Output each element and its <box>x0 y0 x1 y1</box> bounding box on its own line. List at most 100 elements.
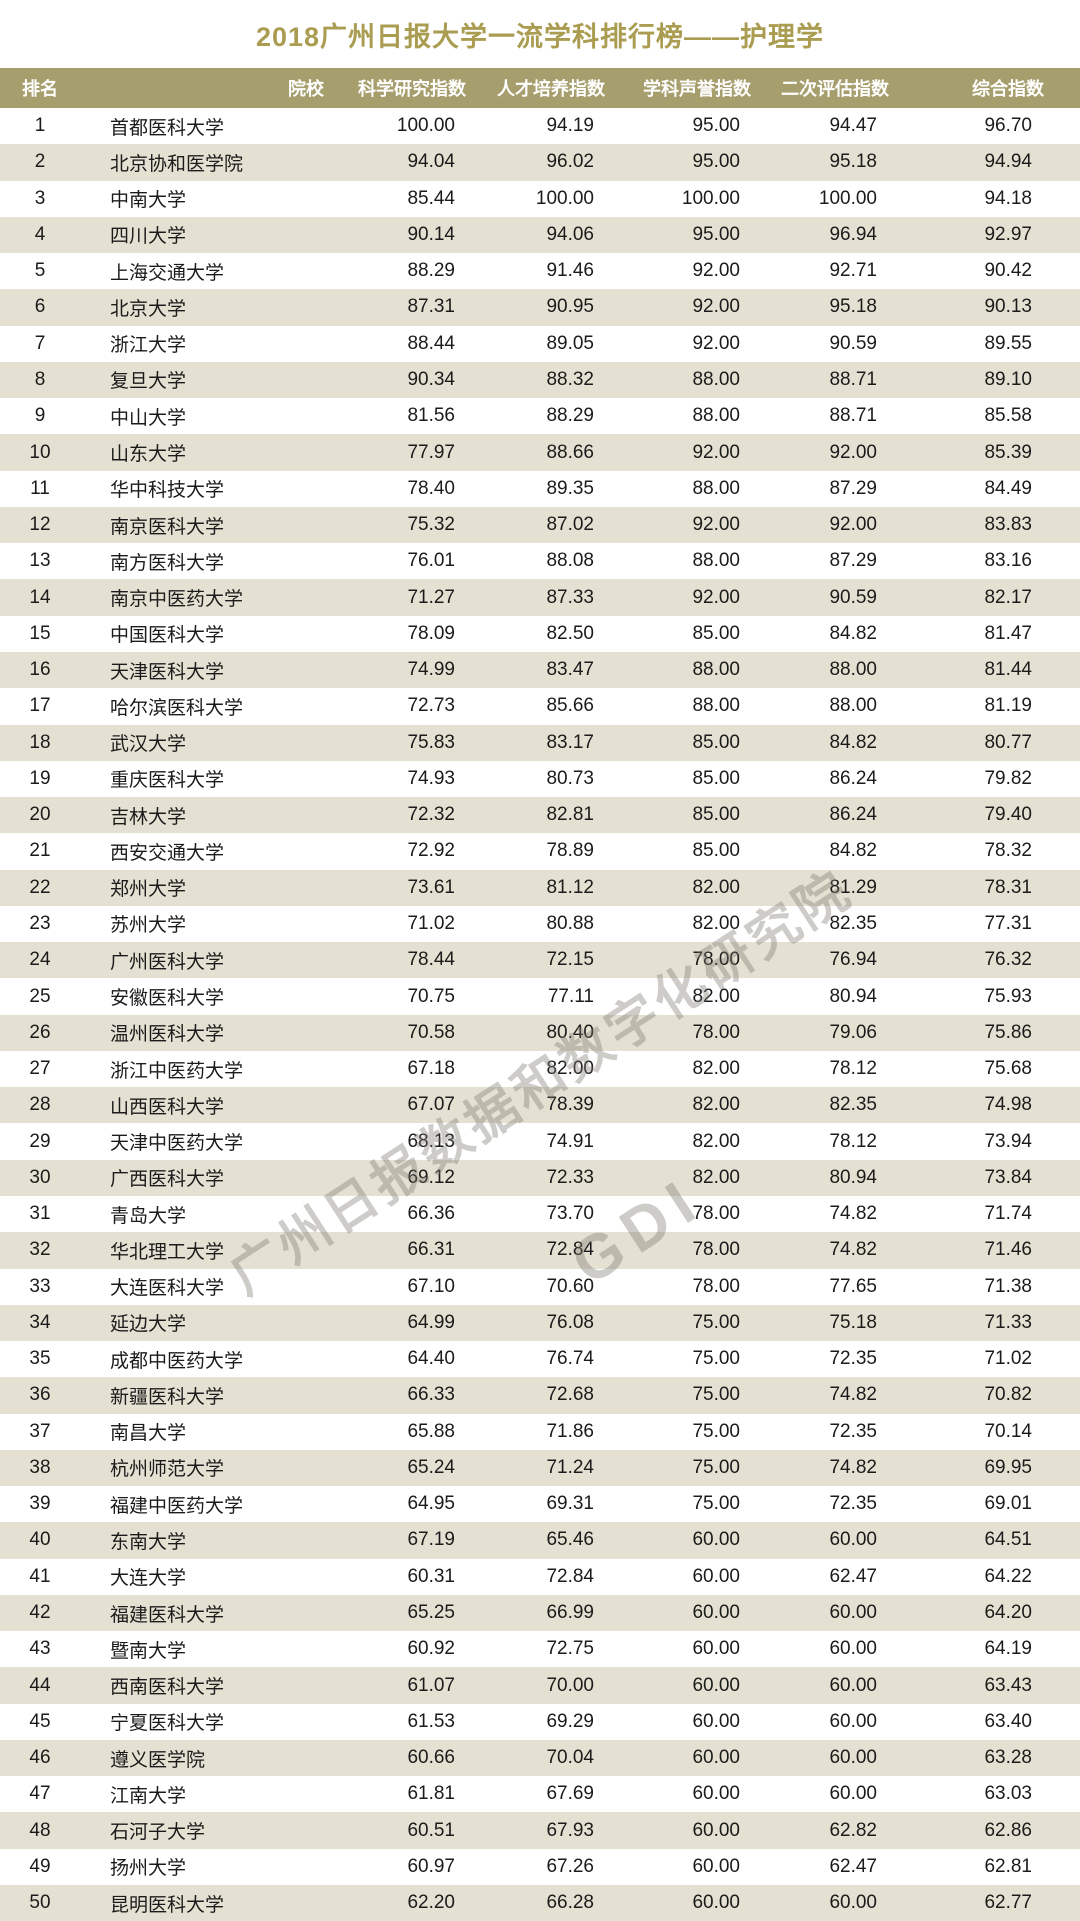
score-cell: 75.00 <box>692 1456 740 1478</box>
score-cell: 78.39 <box>546 1094 594 1116</box>
rank-cell: 20 <box>29 804 51 826</box>
score-cell: 82.00 <box>692 912 740 934</box>
rank-cell: 26 <box>29 1021 51 1043</box>
score-cell: 96.70 <box>984 115 1032 137</box>
score-cell: 78.40 <box>407 477 455 499</box>
rank-cell: 13 <box>29 550 51 572</box>
score-cell: 89.55 <box>984 332 1032 354</box>
table-row: 1 首都医科大学 100.00 94.19 95.00 94.47 96.70 <box>0 108 1080 144</box>
score-cell: 75.00 <box>692 1311 740 1333</box>
score-cell: 60.00 <box>692 1710 740 1732</box>
table-row: 45 宁夏医科大学 61.53 69.29 60.00 60.00 63.40 <box>0 1704 1080 1740</box>
rank-cell: 28 <box>29 1094 51 1116</box>
score-cell: 78.12 <box>829 1058 877 1080</box>
score-cell: 83.16 <box>984 550 1032 572</box>
score-cell: 71.02 <box>407 912 455 934</box>
rank-cell: 35 <box>29 1348 51 1370</box>
university-name-cell: 江南大学 <box>110 1785 187 1807</box>
column-header: 院校 <box>80 68 330 108</box>
university-name-cell: 华北理工大学 <box>110 1241 225 1263</box>
table-row: 10 山东大学 77.97 88.66 92.00 92.00 85.39 <box>0 434 1080 471</box>
score-cell: 60.31 <box>407 1565 455 1587</box>
score-cell: 74.82 <box>829 1203 877 1225</box>
score-cell: 87.33 <box>546 586 594 608</box>
score-cell: 75.93 <box>984 985 1032 1007</box>
score-cell: 88.32 <box>546 368 594 390</box>
score-cell: 88.29 <box>546 405 594 427</box>
score-cell: 75.32 <box>407 514 455 536</box>
rank-cell: 24 <box>29 949 51 971</box>
score-cell: 78.00 <box>692 1203 740 1225</box>
score-cell: 67.10 <box>407 1275 455 1297</box>
score-cell: 69.95 <box>984 1456 1032 1478</box>
score-cell: 77.65 <box>829 1275 877 1297</box>
score-cell: 60.00 <box>692 1892 740 1914</box>
score-cell: 82.00 <box>692 1094 740 1116</box>
rank-cell: 10 <box>29 441 51 463</box>
score-cell: 75.83 <box>407 731 455 753</box>
score-cell: 82.00 <box>692 1130 740 1152</box>
score-cell: 72.35 <box>829 1348 877 1370</box>
score-cell: 80.88 <box>546 912 594 934</box>
table-row: 2 北京协和医学院 94.04 96.02 95.00 95.18 94.94 <box>0 144 1080 181</box>
rank-cell: 16 <box>29 659 51 681</box>
score-cell: 65.88 <box>407 1420 455 1442</box>
score-cell: 67.07 <box>407 1094 455 1116</box>
score-cell: 82.00 <box>692 985 740 1007</box>
score-cell: 78.89 <box>546 840 594 862</box>
score-cell: 95.00 <box>692 115 740 137</box>
table-row: 43 暨南大学 60.92 72.75 60.00 60.00 64.19 <box>0 1631 1080 1667</box>
score-cell: 62.82 <box>829 1819 877 1841</box>
score-cell: 70.14 <box>984 1420 1032 1442</box>
rank-cell: 17 <box>29 695 51 717</box>
score-cell: 84.82 <box>829 622 877 644</box>
score-cell: 86.24 <box>829 767 877 789</box>
university-name-cell: 首都医科大学 <box>110 117 225 139</box>
score-cell: 82.35 <box>829 1094 877 1116</box>
score-cell: 76.94 <box>829 949 877 971</box>
score-cell: 64.40 <box>407 1348 455 1370</box>
table-row: 26 温州医科大学 70.58 80.40 78.00 79.06 75.86 <box>0 1014 1080 1051</box>
score-cell: 66.31 <box>407 1239 455 1261</box>
rank-cell: 45 <box>29 1710 51 1732</box>
score-cell: 85.00 <box>692 804 740 826</box>
table-row: 12 南京医科大学 75.32 87.02 92.00 92.00 83.83 <box>0 506 1080 544</box>
rank-cell: 38 <box>29 1456 51 1478</box>
score-cell: 82.00 <box>546 1058 594 1080</box>
rank-cell: 15 <box>29 622 51 644</box>
score-cell: 74.98 <box>984 1094 1032 1116</box>
score-cell: 66.36 <box>407 1203 455 1225</box>
table-row: 3 中南大学 85.44 100.00 100.00 100.00 94.18 <box>0 181 1080 217</box>
table-header-row: 排名 院校 科学研究指数 人才培养指数 学科声誉指数 二次评估指数 综合指数 <box>0 68 1080 108</box>
rank-cell: 36 <box>29 1384 51 1406</box>
score-cell: 80.73 <box>546 767 594 789</box>
score-cell: 70.58 <box>407 1021 455 1043</box>
score-cell: 90.59 <box>829 332 877 354</box>
score-cell: 85.00 <box>692 840 740 862</box>
rank-cell: 7 <box>34 332 46 354</box>
score-cell: 72.35 <box>829 1420 877 1442</box>
score-cell: 74.82 <box>829 1456 877 1478</box>
rank-cell: 42 <box>29 1602 51 1624</box>
rank-cell: 14 <box>29 586 51 608</box>
rank-cell: 50 <box>29 1892 51 1914</box>
score-cell: 86.24 <box>829 804 877 826</box>
university-name-cell: 浙江大学 <box>110 335 187 357</box>
rank-cell: 31 <box>29 1203 51 1225</box>
score-cell: 100.00 <box>681 187 740 209</box>
score-cell: 65.25 <box>407 1602 455 1624</box>
score-cell: 92.00 <box>829 441 877 463</box>
score-cell: 60.00 <box>829 1783 877 1805</box>
university-name-cell: 复旦大学 <box>110 371 187 393</box>
score-cell: 69.31 <box>546 1493 594 1515</box>
score-cell: 72.75 <box>546 1638 594 1660</box>
table-row: 34 延边大学 64.99 76.08 75.00 75.18 71.33 <box>0 1304 1080 1342</box>
score-cell: 64.95 <box>407 1493 455 1515</box>
university-name-cell: 暨南大学 <box>110 1640 187 1662</box>
rank-cell: 5 <box>34 260 46 282</box>
rank-cell: 34 <box>29 1311 51 1333</box>
score-cell: 88.71 <box>829 368 877 390</box>
table-row: 13 南方医科大学 76.01 88.08 88.00 87.29 83.16 <box>0 543 1080 579</box>
score-cell: 64.20 <box>984 1602 1032 1624</box>
rank-cell: 9 <box>34 405 46 427</box>
